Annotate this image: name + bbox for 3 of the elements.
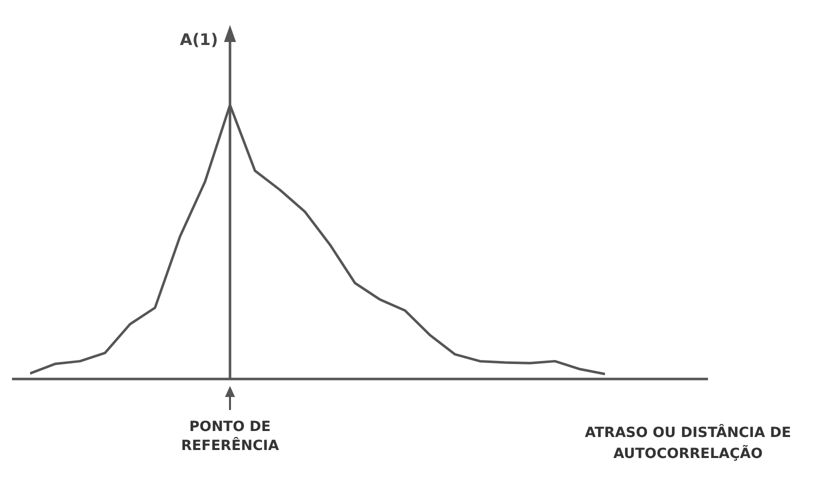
- y-axis-title: A(1): [178, 30, 218, 49]
- text: PONTO DE REFERÊNCIA: [180, 418, 280, 456]
- x-axis-title: ATRASO OU DISTÂNCIA DE AUTOCORRELAÇÃO: [584, 423, 792, 464]
